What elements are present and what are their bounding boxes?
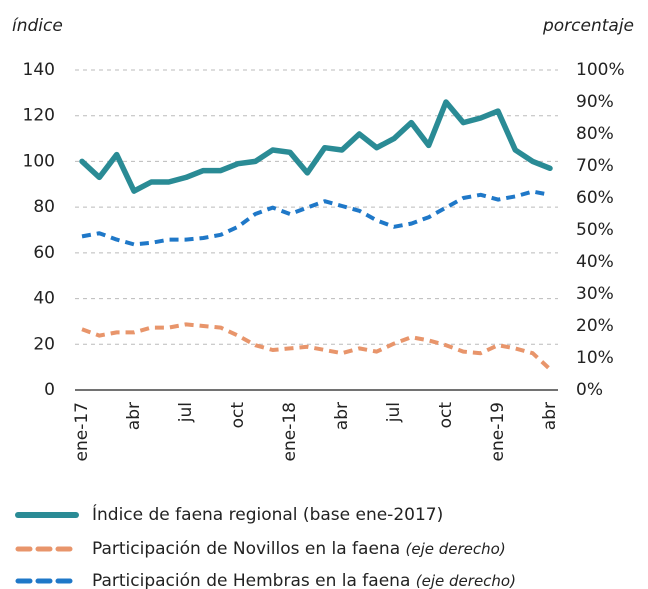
y-tick-label: 60 (33, 243, 55, 263)
x-tick-label: abr (540, 402, 560, 430)
legend-label: Participación de Hembras en la faena (ej… (92, 571, 516, 589)
y-tick-label: 140 (23, 60, 55, 80)
legend-name: Participación de Novillos en la faena (92, 539, 400, 559)
x-tick-label: ene-17 (72, 402, 92, 461)
x-tick-label: jul (384, 402, 404, 423)
y2-tick-label: 60% (576, 188, 614, 208)
legend-note: (eje derecho) (416, 572, 516, 589)
y2-tick-label: 100% (576, 60, 625, 80)
y-tick-label: 20 (33, 334, 55, 354)
y2-tick-label: 20% (576, 316, 614, 336)
x-tick-label: oct (436, 402, 456, 429)
y-tick-label: 40 (33, 289, 55, 309)
y2-tick-label: 40% (576, 252, 614, 272)
legend-name: Índice de faena regional (base ene-2017) (92, 503, 443, 525)
y2-tick-label: 10% (576, 348, 614, 368)
series-line (81, 322, 552, 371)
x-tick-label: ene-19 (488, 402, 508, 461)
series-line (81, 189, 551, 247)
y2-tick-label: 50% (576, 220, 614, 240)
y-axis-label: índice (12, 16, 63, 36)
legend-name: Participación de Hembras en la faena (92, 571, 410, 589)
series-line (79, 99, 553, 194)
x-tick-label: abr (332, 402, 352, 430)
y2-tick-label: 80% (576, 124, 614, 144)
y-tick-label: 80 (33, 197, 55, 217)
y2-tick-label: 90% (576, 92, 614, 112)
x-tick-label: jul (176, 402, 196, 423)
y2-tick-label: 0% (576, 380, 603, 400)
y2-tick-label: 70% (576, 156, 614, 176)
x-tick-label: abr (124, 402, 144, 430)
y-tick-label: 100 (23, 151, 55, 171)
x-tick-label: oct (228, 402, 248, 429)
y2-axis-label: porcentaje (542, 16, 634, 36)
y2-tick-label: 30% (576, 284, 614, 304)
x-tick-label: ene-18 (280, 402, 300, 461)
y-tick-label: 120 (23, 106, 55, 126)
legend-label: Participación de Novillos en la faena (e… (92, 539, 506, 559)
y-tick-label: 0 (44, 380, 55, 400)
legend-label: Índice de faena regional (base ene-2017) (92, 503, 443, 525)
legend-note: (eje derecho) (406, 540, 506, 558)
